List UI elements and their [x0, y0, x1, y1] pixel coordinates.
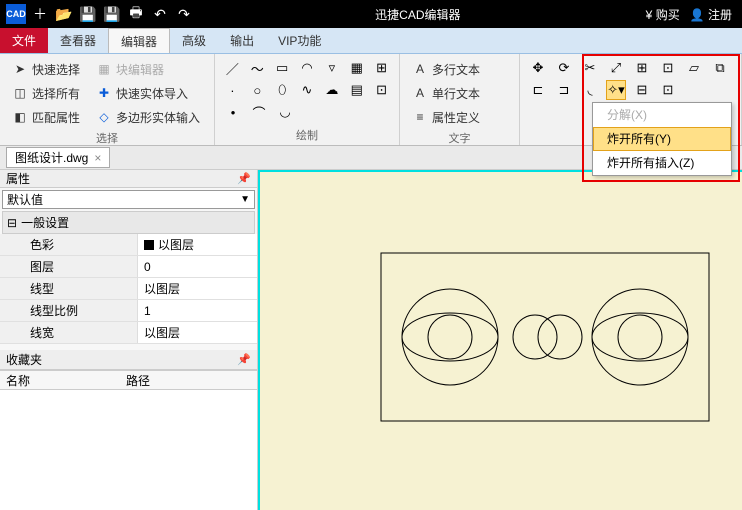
explode-dropdown-button[interactable]: ✧▾	[606, 80, 626, 100]
rect-icon[interactable]: ▭	[273, 58, 292, 78]
group-label-draw: 绘制	[223, 125, 391, 143]
table-icon[interactable]: ▤	[347, 80, 366, 100]
copy-icon[interactable]: ⧉	[710, 58, 730, 78]
poly-solid-import-button[interactable]: ◇多边形实体输入	[92, 106, 204, 128]
point-icon[interactable]: ·	[223, 80, 242, 100]
file-tab-label: 图纸设计.dwg	[15, 149, 88, 166]
attrdef-button[interactable]: ≡属性定义	[408, 106, 511, 128]
block-editor-button: ▦块编辑器	[92, 58, 168, 80]
circle-icon[interactable]: ○	[248, 80, 267, 100]
cloud-icon[interactable]: ☁	[322, 80, 341, 100]
match-prop-button[interactable]: ◧匹配属性	[8, 106, 84, 128]
ref-icon[interactable]: ⊡	[372, 80, 391, 100]
app-logo-icon: CAD	[6, 4, 26, 24]
file-tab[interactable]: 图纸设计.dwg ×	[6, 147, 110, 168]
save-icon[interactable]: 💾	[78, 4, 98, 24]
title-bar: CAD ＋ 📂 💾 💾 🖶 ↶ ↷ 迅捷CAD编辑器 ¥ 购买 👤 注册	[0, 0, 742, 28]
selectall-icon: ◫	[12, 85, 28, 101]
stext-button[interactable]: A单行文本	[408, 82, 511, 104]
prop-row-layer[interactable]: 图层0	[0, 256, 257, 278]
prop-row-scale[interactable]: 线型比例1	[0, 300, 257, 322]
attr-icon: ≡	[412, 109, 428, 125]
close-tab-icon[interactable]: ×	[94, 151, 101, 165]
menu-file[interactable]: 文件	[0, 28, 48, 53]
chevron-down-icon: ▼	[240, 194, 250, 205]
buy-link[interactable]: ¥ 购买	[646, 6, 680, 23]
match-icon: ◧	[12, 109, 28, 125]
redo-icon[interactable]: ↷	[174, 4, 194, 24]
move-icon[interactable]: ✥	[528, 58, 548, 78]
select-all-button[interactable]: ◫选择所有	[8, 82, 84, 104]
mtext-icon: A	[412, 61, 428, 77]
menu-advanced[interactable]: 高级	[170, 28, 218, 53]
fast-solid-import-button[interactable]: ✚快速实体导入	[92, 82, 192, 104]
menu-bar: 文件 查看器 编辑器 高级 输出 VIP功能	[0, 28, 742, 54]
spline-icon[interactable]: ∿	[298, 80, 317, 100]
open-icon[interactable]: 📂	[54, 4, 74, 24]
trim-icon[interactable]: ⊏	[528, 80, 548, 100]
insert-icon[interactable]: ⊞	[372, 58, 391, 78]
hatch-icon[interactable]: ▦	[347, 58, 366, 78]
dd-explode-insert[interactable]: 炸开所有插入(Z)	[593, 151, 731, 175]
menu-vip[interactable]: VIP功能	[266, 28, 333, 53]
app-title: 迅捷CAD编辑器	[200, 6, 636, 23]
tool-icon[interactable]: ▿	[322, 58, 341, 78]
color-swatch	[144, 240, 154, 250]
import-icon: ✚	[96, 85, 112, 101]
dd-decompose: 分解(X)	[593, 103, 731, 127]
favorites-panel: 收藏夹📌 名称 路径	[0, 350, 257, 510]
align-icon[interactable]: ⊟	[632, 80, 652, 100]
stext-icon: A	[412, 85, 428, 101]
mirror-icon[interactable]: ▱	[684, 58, 704, 78]
menu-editor[interactable]: 编辑器	[108, 28, 170, 53]
register-link[interactable]: 👤 注册	[690, 6, 732, 23]
prop-row-linetype[interactable]: 线型以图层	[0, 278, 257, 300]
line-icon[interactable]: ／	[223, 58, 242, 78]
prop-row-color[interactable]: 色彩以图层	[0, 234, 257, 256]
left-panel: 属性📌 默认值▼ ⊟一般设置 色彩以图层 图层0 线型以图层 线型比例1 线宽以…	[0, 170, 258, 510]
fillet-icon[interactable]: ◟	[580, 80, 600, 100]
dd-explode-all[interactable]: 炸开所有(Y)	[593, 127, 731, 151]
curve-icon[interactable]: ⌒	[249, 102, 269, 122]
block-icon: ▦	[96, 61, 112, 77]
drawing	[380, 252, 710, 427]
poly-icon: ◇	[96, 109, 112, 125]
pin-icon[interactable]: 📌	[237, 353, 251, 366]
offset-icon[interactable]: ⊡	[658, 58, 678, 78]
prop-row-width[interactable]: 线宽以图层	[0, 322, 257, 344]
scale-icon[interactable]: ⤢	[606, 58, 626, 78]
array-icon[interactable]: ⊞	[632, 58, 652, 78]
arc-icon[interactable]: ◠	[298, 58, 317, 78]
menu-viewer[interactable]: 查看器	[48, 28, 108, 53]
favorites-body	[0, 390, 257, 510]
menu-output[interactable]: 输出	[218, 28, 266, 53]
group-icon[interactable]: ⊡	[658, 80, 678, 100]
explode-dropdown: 分解(X) 炸开所有(Y) 炸开所有插入(Z)	[592, 102, 732, 176]
fav-col-name: 名称	[0, 371, 120, 389]
group-label-text: 文字	[408, 128, 511, 146]
cut-icon[interactable]: ✂	[580, 58, 600, 78]
ellipse-icon[interactable]: ⬯	[273, 80, 292, 100]
print-icon[interactable]: 🖶	[126, 4, 146, 24]
new-icon[interactable]: ＋	[30, 4, 50, 24]
dot-icon[interactable]: •	[223, 102, 243, 122]
fav-col-path: 路径	[120, 371, 156, 389]
cursor-icon: ➤	[12, 61, 28, 77]
props-grid: 色彩以图层 图层0 线型以图层 线型比例1 线宽以图层	[0, 234, 257, 344]
quick-select-button[interactable]: ➤快速选择	[8, 58, 84, 80]
arc2-icon[interactable]: ◡	[275, 102, 295, 122]
extend-icon[interactable]: ⊐	[554, 80, 574, 100]
group-label-select: 选择	[8, 128, 206, 146]
canvas[interactable]	[258, 170, 742, 510]
rotate-icon[interactable]: ⟳	[554, 58, 574, 78]
props-panel-header: 属性📌	[0, 170, 257, 188]
props-section[interactable]: ⊟一般设置	[2, 211, 255, 234]
default-combo[interactable]: 默认值▼	[2, 190, 255, 209]
undo-icon[interactable]: ↶	[150, 4, 170, 24]
saveas-icon[interactable]: 💾	[102, 4, 122, 24]
mtext-button[interactable]: A多行文本	[408, 58, 511, 80]
polyline-icon[interactable]: 〜	[248, 58, 267, 78]
pin-icon[interactable]: 📌	[237, 172, 251, 185]
